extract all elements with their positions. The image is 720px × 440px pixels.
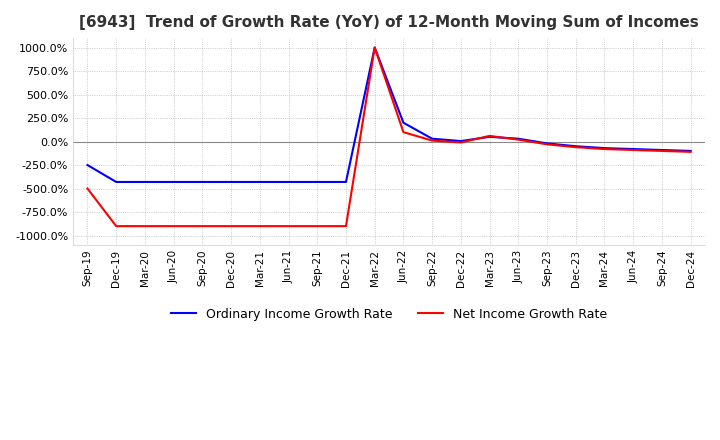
Title: [6943]  Trend of Growth Rate (YoY) of 12-Month Moving Sum of Incomes: [6943] Trend of Growth Rate (YoY) of 12-…: [79, 15, 699, 30]
Legend: Ordinary Income Growth Rate, Net Income Growth Rate: Ordinary Income Growth Rate, Net Income …: [166, 303, 612, 326]
